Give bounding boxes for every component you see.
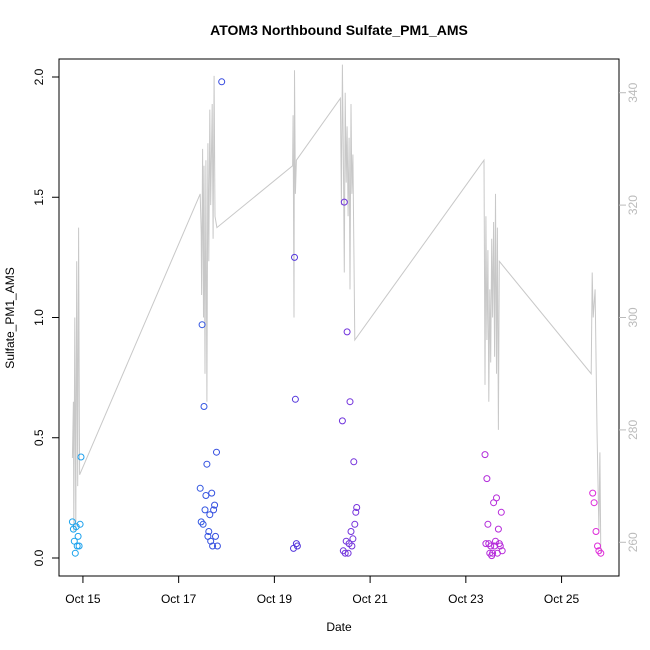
y2-tick-label: 340 <box>626 82 640 102</box>
data-point <box>75 542 83 550</box>
data-point <box>71 549 79 557</box>
data-point <box>346 398 354 406</box>
data-point <box>201 506 209 514</box>
data-point <box>196 484 204 492</box>
chart-title: ATOM3 Northbound Sulfate_PM1_AMS <box>210 22 468 38</box>
data-point <box>200 403 208 410</box>
data-point <box>594 542 601 550</box>
y2-tick-label: 280 <box>626 420 640 440</box>
data-point <box>210 506 218 514</box>
data-point <box>206 511 214 519</box>
data-point <box>338 417 346 425</box>
data-point <box>597 549 605 557</box>
x-tick-label: Oct 25 <box>544 592 580 606</box>
data-point <box>291 395 299 403</box>
y-tick-label: 0.0 <box>32 549 46 566</box>
data-point <box>487 542 495 550</box>
data-point <box>291 253 298 261</box>
data-point <box>203 460 211 468</box>
data-point <box>198 321 206 329</box>
y2-tick-label: 260 <box>626 532 640 552</box>
x-tick-label: Oct 23 <box>448 592 484 606</box>
y-tick-label: 0.5 <box>32 429 46 446</box>
y2-tick-label: 300 <box>626 307 640 327</box>
data-point <box>218 78 226 86</box>
data-point <box>74 532 82 540</box>
secondary-line-layer <box>71 64 602 554</box>
data-point <box>344 549 352 557</box>
data-point <box>349 535 357 543</box>
y-tick-label: 1.5 <box>32 189 46 206</box>
data-point <box>496 542 504 550</box>
data-point <box>213 542 221 550</box>
data-point <box>68 518 76 526</box>
data-point <box>353 504 361 511</box>
x-tick-label: Oct 19 <box>257 592 293 606</box>
data-point <box>484 520 492 528</box>
points-layer <box>68 78 605 560</box>
data-point <box>481 451 489 459</box>
y-tick-label: 2.0 <box>32 68 46 85</box>
data-point <box>343 328 351 336</box>
data-point <box>497 508 505 516</box>
x-tick-label: Oct 15 <box>65 592 101 606</box>
data-point <box>213 448 220 456</box>
data-point <box>209 542 217 550</box>
data-point <box>212 532 219 540</box>
data-point <box>77 453 85 461</box>
x-tick-label: Oct 17 <box>161 592 197 606</box>
y-axis-right: 260 280 300 320 340 <box>619 82 640 552</box>
data-point <box>350 458 358 466</box>
data-point <box>76 520 84 528</box>
y-tick-label: 1.0 <box>32 309 46 326</box>
data-point <box>340 198 348 206</box>
data-point <box>347 528 355 535</box>
data-point <box>589 489 597 497</box>
plot-area-border <box>58 58 620 577</box>
y-axis-left: 0.0 0.5 1.0 1.5 2.0 <box>32 68 59 566</box>
data-point <box>199 520 207 528</box>
data-point <box>489 549 497 557</box>
data-point <box>494 525 502 533</box>
data-point <box>205 528 213 535</box>
data-point <box>341 549 349 557</box>
data-point <box>348 542 356 550</box>
data-point <box>351 520 359 528</box>
data-point <box>592 528 600 535</box>
x-axis: Oct 15 Oct 17 Oct 19 Oct 21 Oct 23 Oct 25 <box>65 576 580 606</box>
data-point <box>498 547 506 555</box>
data-point <box>211 501 219 509</box>
data-point <box>208 489 216 497</box>
data-point <box>493 494 500 502</box>
data-point <box>352 508 360 516</box>
x-tick-label: Oct 21 <box>352 592 388 606</box>
data-point <box>483 475 491 483</box>
data-point <box>73 542 81 550</box>
data-point <box>202 492 210 499</box>
secondary-series-line <box>71 64 602 554</box>
data-point <box>590 499 598 507</box>
y-axis-label: Sulfate_PM1_AMS <box>3 267 17 368</box>
y2-tick-label: 320 <box>626 195 640 215</box>
x-axis-label: Date <box>326 620 352 634</box>
data-point <box>293 542 301 550</box>
data-point <box>207 537 215 545</box>
data-point <box>492 537 499 545</box>
